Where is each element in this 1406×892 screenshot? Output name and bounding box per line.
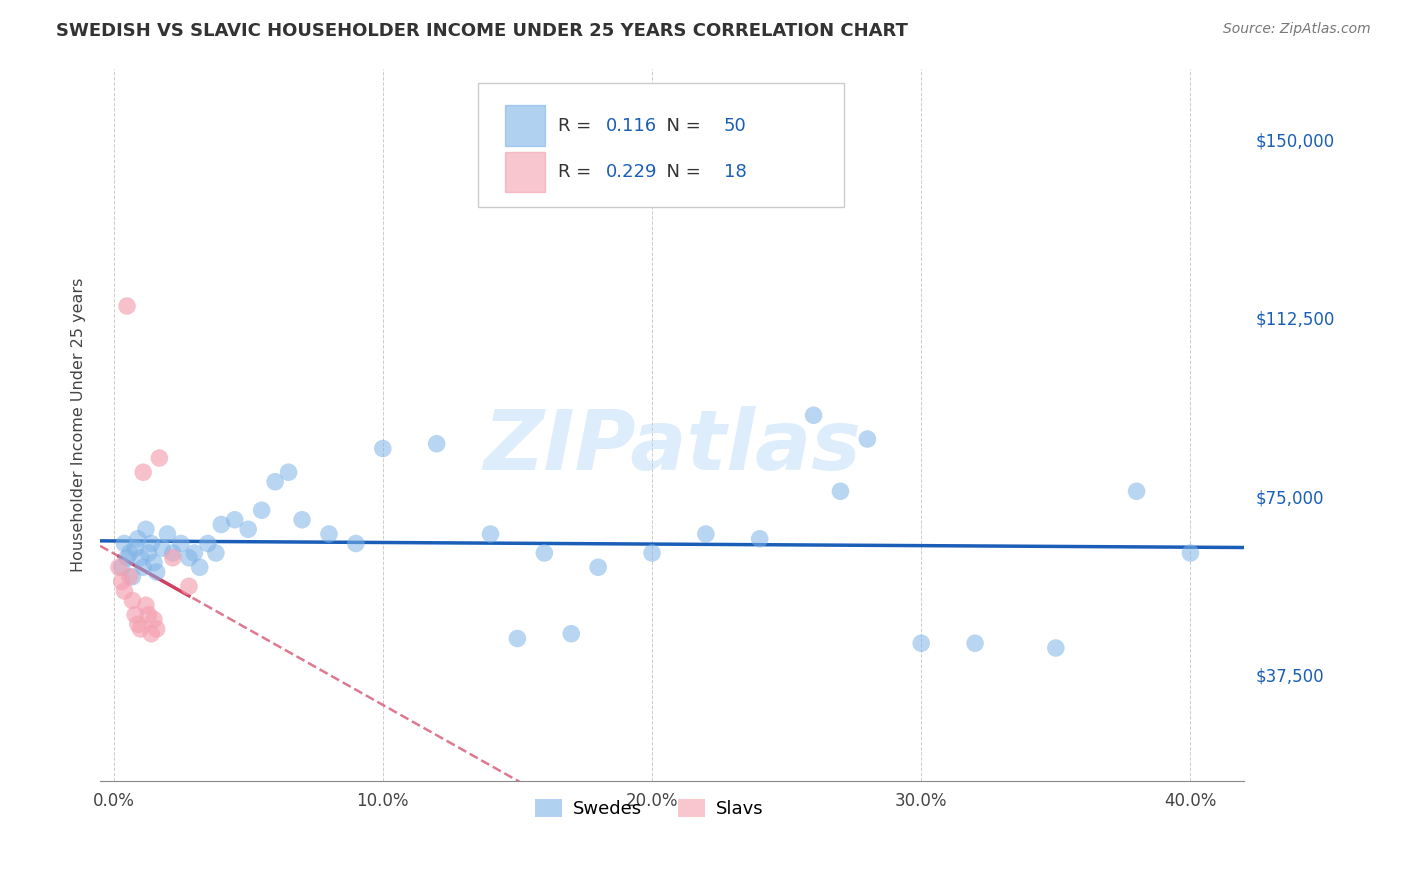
- Point: [170, 536, 193, 550]
- Point: [533, 546, 555, 560]
- FancyBboxPatch shape: [505, 105, 546, 145]
- Point: [856, 432, 879, 446]
- Point: [1045, 640, 1067, 655]
- Text: SWEDISH VS SLAVIC HOUSEHOLDER INCOME UNDER 25 YEARS CORRELATION CHART: SWEDISH VS SLAVIC HOUSEHOLDER INCOME UND…: [56, 22, 908, 40]
- Point: [162, 550, 184, 565]
- Point: [479, 527, 502, 541]
- Point: [108, 560, 131, 574]
- Point: [150, 541, 173, 556]
- Point: [127, 532, 149, 546]
- Point: [115, 299, 138, 313]
- Point: [112, 584, 135, 599]
- Point: [143, 556, 166, 570]
- Point: [145, 565, 167, 579]
- Point: [506, 632, 529, 646]
- Point: [135, 599, 157, 613]
- Point: [183, 546, 205, 560]
- Point: [141, 536, 163, 550]
- FancyBboxPatch shape: [505, 152, 546, 192]
- Point: [586, 560, 609, 574]
- Point: [830, 484, 852, 499]
- Point: [124, 541, 146, 556]
- Point: [641, 546, 664, 560]
- Point: [132, 560, 155, 574]
- Text: N =: N =: [655, 117, 707, 135]
- Point: [121, 570, 143, 584]
- Point: [138, 546, 160, 560]
- Point: [111, 560, 134, 574]
- Point: [143, 613, 166, 627]
- Point: [748, 532, 770, 546]
- Point: [910, 636, 932, 650]
- Text: 18: 18: [724, 163, 747, 181]
- Point: [135, 522, 157, 536]
- Point: [250, 503, 273, 517]
- FancyBboxPatch shape: [478, 83, 844, 208]
- Point: [111, 574, 134, 589]
- Text: R =: R =: [558, 117, 596, 135]
- Point: [132, 465, 155, 479]
- Point: [264, 475, 287, 489]
- Text: 0.229: 0.229: [606, 163, 658, 181]
- Point: [112, 536, 135, 550]
- Point: [695, 527, 717, 541]
- Legend: Swedes, Slavs: Swedes, Slavs: [527, 791, 770, 825]
- Point: [162, 546, 184, 560]
- Text: N =: N =: [655, 163, 707, 181]
- Point: [318, 527, 340, 541]
- Y-axis label: Householder Income Under 25 years: Householder Income Under 25 years: [72, 277, 86, 572]
- Point: [145, 622, 167, 636]
- Point: [224, 513, 246, 527]
- Point: [371, 442, 394, 456]
- Point: [177, 550, 200, 565]
- Text: R =: R =: [558, 163, 596, 181]
- Point: [344, 536, 367, 550]
- Point: [138, 607, 160, 622]
- Point: [238, 522, 260, 536]
- Point: [965, 636, 987, 650]
- Text: Source: ZipAtlas.com: Source: ZipAtlas.com: [1223, 22, 1371, 37]
- Point: [205, 546, 228, 560]
- Text: 50: 50: [724, 117, 747, 135]
- Point: [177, 579, 200, 593]
- Point: [121, 593, 143, 607]
- Point: [148, 450, 170, 465]
- Point: [129, 622, 152, 636]
- Point: [124, 607, 146, 622]
- Point: [156, 527, 179, 541]
- Point: [129, 550, 152, 565]
- Point: [115, 550, 138, 565]
- Point: [118, 570, 141, 584]
- Point: [1180, 546, 1202, 560]
- Point: [141, 626, 163, 640]
- Text: ZIPatlas: ZIPatlas: [484, 406, 860, 487]
- Point: [1125, 484, 1147, 499]
- Point: [426, 436, 449, 450]
- Point: [197, 536, 219, 550]
- Point: [209, 517, 232, 532]
- Point: [291, 513, 314, 527]
- Text: 0.116: 0.116: [606, 117, 657, 135]
- Point: [803, 409, 825, 423]
- Point: [127, 617, 149, 632]
- Point: [118, 546, 141, 560]
- Point: [188, 560, 211, 574]
- Point: [560, 626, 582, 640]
- Point: [277, 465, 299, 479]
